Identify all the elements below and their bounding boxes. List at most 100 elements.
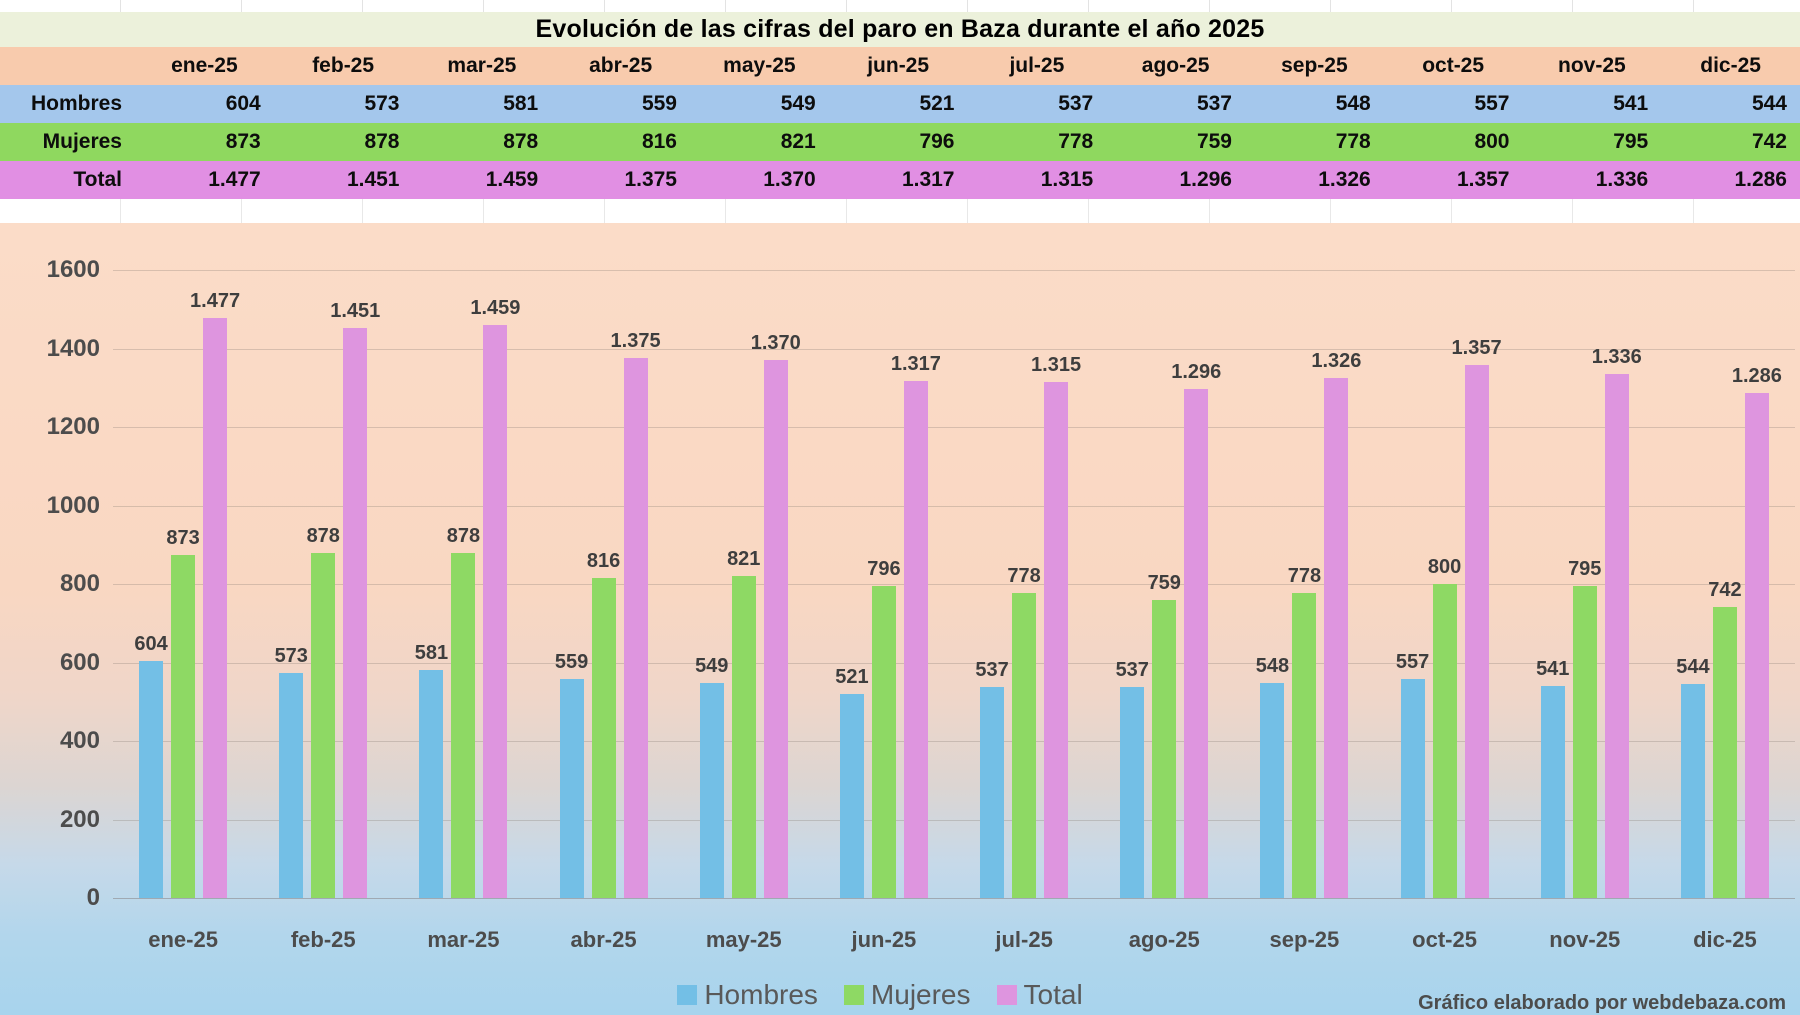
bar-value-label-hombres-sep-25: 548	[1255, 655, 1290, 677]
bar-value-label-hombres-abr-25: 559	[554, 651, 589, 673]
y-axis-tick-label: 800	[59, 570, 100, 597]
gridline-y-600	[113, 662, 1795, 664]
bar-value-label-total-sep-25: 1.326	[1311, 350, 1362, 372]
month-header-cell: oct-25	[1383, 47, 1523, 85]
bar-value-label-total-oct-25: 1.357	[1451, 337, 1502, 359]
bar-total-dic-25	[1744, 393, 1769, 898]
value-cell: 573	[273, 85, 413, 123]
bar-mujeres-mar-25	[451, 553, 476, 898]
value-cell: 1.326	[1245, 161, 1384, 199]
legend-label: Total	[1023, 979, 1083, 1010]
month-header-cell: may-25	[690, 47, 829, 85]
bar-value-label-mujeres-ene-25: 873	[166, 527, 200, 549]
gridline-y-800	[113, 584, 1795, 585]
bar-mujeres-sep-25	[1292, 593, 1317, 898]
bar-hombres-oct-25	[1400, 679, 1425, 898]
value-cell: 1.357	[1383, 161, 1523, 199]
gridline-y-200	[113, 819, 1795, 821]
y-axis-tick-label: 400	[59, 727, 100, 754]
bar-hombres-sep-25	[1260, 683, 1285, 898]
value-cell: 1.296	[1106, 161, 1245, 199]
bar-mujeres-jul-25	[1012, 593, 1037, 898]
value-cell: 778	[967, 123, 1107, 161]
bar-value-label-total-abr-25: 1.375	[610, 330, 661, 352]
bar-total-may-25	[763, 360, 788, 898]
legend-item-mujeres: Mujeres	[843, 979, 971, 1011]
value-cell: 778	[1245, 123, 1384, 161]
attribution-text: Gráfico elaborado por webdebaza.com	[1418, 992, 1786, 1014]
value-cell: 1.370	[690, 161, 829, 199]
value-cell: 878	[273, 123, 413, 161]
y-axis-tick-label: 1600	[46, 256, 100, 283]
x-axis-label-mar-25: mar-25	[427, 927, 500, 952]
x-axis-label-ago-25: ago-25	[1128, 927, 1200, 952]
row-label-cell: Mujeres	[0, 123, 135, 161]
y-axis-tick-label: 1200	[46, 413, 100, 440]
value-cell: 800	[1383, 123, 1523, 161]
value-cell: 816	[551, 123, 690, 161]
bar-total-mar-25	[483, 325, 508, 898]
bar-hombres-feb-25	[279, 673, 304, 898]
bar-value-label-total-jun-25: 1.317	[890, 353, 941, 375]
bar-hombres-dic-25	[1680, 684, 1705, 898]
bar-value-label-mujeres-jun-25: 796	[867, 558, 901, 580]
bar-total-nov-25	[1604, 374, 1629, 898]
value-cell: 873	[135, 123, 274, 161]
value-cell: 559	[551, 85, 690, 123]
value-cell: 1.317	[828, 161, 968, 199]
y-axis-tick-label: 0	[86, 884, 100, 911]
bar-value-label-hombres-feb-25: 573	[274, 645, 308, 667]
bar-value-label-mujeres-sep-25: 778	[1287, 565, 1322, 587]
x-axis-label-sep-25: sep-25	[1269, 927, 1340, 952]
bar-value-label-total-mar-25: 1.459	[470, 297, 521, 319]
value-cell: 581	[412, 85, 552, 123]
value-cell: 521	[828, 85, 968, 123]
month-header-cell: ago-25	[1106, 47, 1245, 85]
legend-label: Mujeres	[870, 979, 971, 1010]
bar-mujeres-jun-25	[871, 586, 896, 898]
bar-mujeres-feb-25	[311, 553, 336, 898]
value-cell: 759	[1106, 123, 1245, 161]
value-cell: 557	[1383, 85, 1523, 123]
gridline-y-1400	[113, 348, 1795, 350]
chart-title: Evolución de las cifras del paro en Baza…	[0, 12, 1800, 47]
y-axis-tick-label: 600	[59, 648, 100, 676]
value-cell: 1.375	[551, 161, 690, 199]
legend-swatch-hombres	[677, 985, 698, 1005]
bar-total-ene-25	[203, 318, 228, 898]
bar-value-label-total-jul-25: 1.315	[1031, 354, 1082, 376]
legend-swatch-total	[996, 985, 1017, 1005]
month-header-cell: dic-25	[1661, 47, 1800, 85]
gridline-y-1000	[113, 505, 1795, 507]
bar-mujeres-oct-25	[1432, 584, 1457, 898]
y-axis-tick-label: 200	[59, 805, 100, 833]
bar-hombres-nov-25	[1540, 686, 1565, 898]
bar-total-oct-25	[1464, 365, 1489, 898]
month-header-cell: jul-25	[967, 47, 1107, 85]
bar-value-label-hombres-mar-25: 581	[414, 642, 449, 664]
bar-total-sep-25	[1324, 378, 1349, 898]
bar-mujeres-dic-25	[1712, 607, 1737, 898]
month-header-cell: ene-25	[135, 47, 274, 85]
bar-value-label-mujeres-nov-25: 795	[1568, 558, 1602, 580]
bar-hombres-may-25	[699, 683, 724, 898]
bar-value-label-hombres-may-25: 549	[695, 655, 729, 677]
bar-total-jul-25	[1044, 382, 1069, 898]
value-cell: 537	[1106, 85, 1245, 123]
gridline-y-400	[113, 741, 1795, 742]
value-cell: 1.286	[1661, 161, 1800, 199]
spreadsheet-top-gridline-strip	[0, 0, 1800, 12]
x-axis-label-jul-25: jul-25	[995, 927, 1053, 952]
bar-hombres-jun-25	[839, 694, 864, 898]
bar-value-label-hombres-jul-25: 537	[975, 659, 1009, 681]
bar-mujeres-nov-25	[1572, 586, 1597, 898]
month-header-cell: feb-25	[273, 47, 413, 85]
bar-total-feb-25	[343, 328, 368, 898]
bar-value-label-total-may-25: 1.370	[750, 332, 801, 354]
y-axis-tick-label: 1000	[46, 491, 100, 519]
gridline-y-1600	[113, 270, 1795, 271]
bar-mujeres-may-25	[731, 576, 756, 898]
value-cell: 878	[412, 123, 552, 161]
value-cell: 537	[967, 85, 1107, 123]
bar-value-label-hombres-ago-25: 537	[1115, 659, 1149, 681]
